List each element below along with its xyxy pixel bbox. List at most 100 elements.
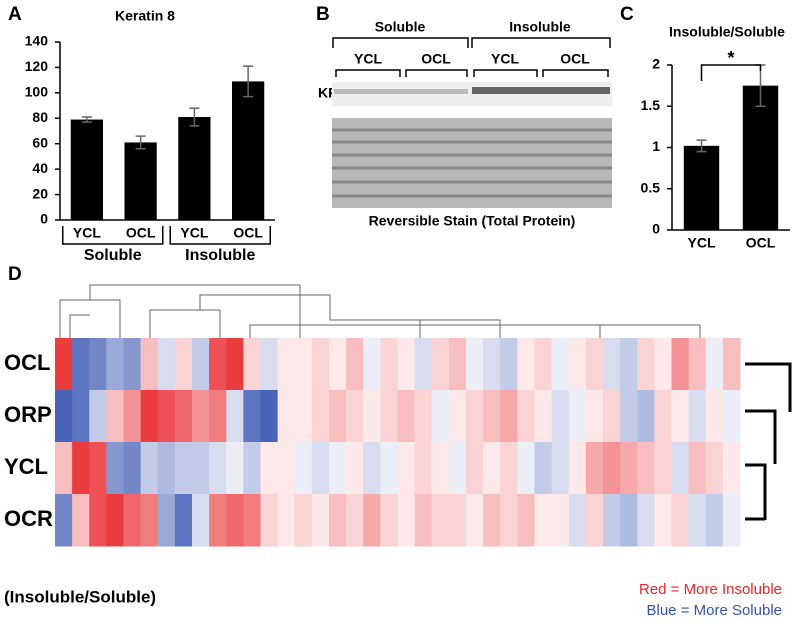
bracket [62,226,164,245]
heatmap-cell [534,494,553,547]
heatmap-cell [277,442,296,495]
y-tick-label: 2 [652,56,660,72]
bar [178,117,211,220]
x-tick-label: YCL [180,225,208,241]
heatmap-cell [209,338,227,391]
blot-caption: Reversible Stain (Total Protein) [369,213,576,229]
heatmap-cell [568,390,587,443]
heatmap-cell [551,390,570,443]
heatmap-cell [603,494,621,547]
heatmap-cell [72,338,90,391]
heatmap-cell [620,442,638,495]
heatmap-cell [448,390,467,443]
heatmap-cell [123,338,142,391]
heatmap-cell [705,442,724,495]
heatmap-cell [705,338,724,391]
heatmap-cell [226,390,244,443]
y-tick-label: 1 [652,138,660,154]
heatmap-cell [192,442,210,495]
heatmap-cell [380,442,398,495]
heatmap-cell [243,390,261,443]
heatmap-cell [89,442,107,495]
x-tick-label: OCL [746,235,776,251]
heatmap-cell [448,494,467,547]
heatmap-cell [346,338,364,391]
legend-text: Red = More Insoluble [639,581,782,598]
bar [124,142,157,220]
heatmap-cell [157,494,176,547]
heatmap-cell [192,494,210,547]
heatmap-cell [311,494,330,547]
heatmap-cell [534,338,553,391]
heatmap-cell [431,390,450,443]
heatmap-cell [55,494,73,547]
heatmap-cell [397,442,416,495]
bar [232,81,265,221]
heatmap-cell [705,390,724,443]
heatmap-cell [123,442,142,495]
heatmap-cell [534,390,553,443]
heatmap-cell [722,390,741,443]
heatmap-cell [174,338,193,391]
error-bar [243,65,254,98]
y-tick-label: 0 [40,211,48,227]
bracket [332,37,611,48]
heatmap-cell [346,442,364,495]
heatmap-cell [534,442,553,495]
heatmap-cell [363,390,381,443]
y-tick-label: 100 [25,84,49,100]
heatmap-cell [483,338,501,391]
heatmap-cell [722,442,741,495]
heatmap-cell [174,390,193,443]
heatmap-cell [140,338,159,391]
heatmap-cell [106,494,124,547]
row-label: OCR [4,506,53,531]
heatmap-cell [722,494,741,547]
heatmap-cell [346,390,364,443]
error-bar [81,116,92,123]
heatmap-cell [517,442,535,495]
panel-label: C [620,4,634,25]
heatmap-cell [448,338,467,391]
heatmap-cell [243,494,261,547]
heatmap-cell [209,390,227,443]
row-dendrogram [745,362,792,521]
heatmap-cell [397,338,416,391]
heatmap-cell [157,442,176,495]
heatmap-cell [414,442,433,495]
heatmap-cell [620,390,638,443]
group-label: Insoluble [185,247,255,264]
bar [683,145,720,230]
heatmap-cell [637,390,655,443]
heatmap-cell [688,494,707,547]
heatmap-cell [277,338,296,391]
heatmap-cell [414,338,433,391]
heatmap-cell [140,494,159,547]
heatmap-cell [72,494,90,547]
heatmap-cell [346,494,364,547]
heatmap-cell [483,442,501,495]
heatmap-cell [209,494,227,547]
heatmap-cell [329,338,347,391]
heatmap-cell [311,442,330,495]
x-tick-label: YCL [688,235,716,251]
heatmap-cell [688,338,707,391]
heatmap-cell [311,338,330,391]
heatmap-cell [483,494,501,547]
heatmap-cell [637,442,655,495]
chart-title: Insoluble/Soluble [669,24,785,40]
blot-image [332,118,612,208]
y-tick-label: 40 [32,160,48,176]
heatmap-cell [157,390,176,443]
row-label: OCL [4,350,50,375]
heatmap-cell [603,442,621,495]
bracket [169,226,271,245]
heatmap-cell [551,494,570,547]
y-tick-label: 0 [652,221,660,237]
row-label: YCL [4,454,48,479]
heatmap-cell [431,338,450,391]
heatmap-cell [209,442,227,495]
heatmap-cell [192,390,210,443]
error-bar [135,135,146,150]
heatmap-cell [671,494,690,547]
